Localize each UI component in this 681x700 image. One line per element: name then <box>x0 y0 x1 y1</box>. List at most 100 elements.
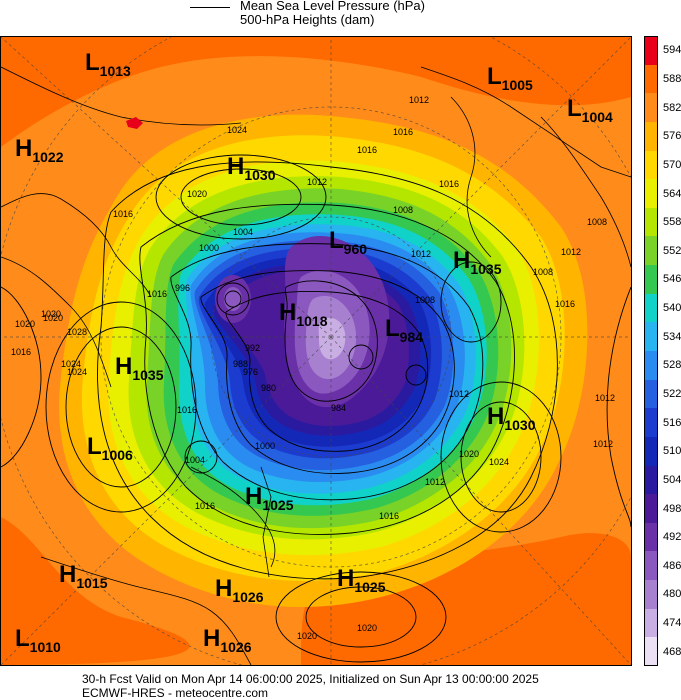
isobar-label: 1012 <box>307 177 328 187</box>
isobar-label: 1012 <box>561 247 582 257</box>
colorbar-swatch <box>644 408 658 437</box>
colorbar-swatch <box>644 494 658 523</box>
colorbar-swatch <box>644 465 658 495</box>
pressure-system: L1004 <box>567 95 613 125</box>
legend-mslp-label: Mean Sea Level Pressure (hPa) <box>240 0 425 13</box>
isobar-label: 1020 <box>41 309 62 319</box>
isobar-label: 1012 <box>409 95 430 105</box>
colorbar-swatch <box>644 236 658 266</box>
isobar-label: 988 <box>233 359 249 369</box>
graticule <box>1 37 631 665</box>
colorbar-label: 570 <box>663 158 681 171</box>
colorbar-swatch <box>644 551 658 581</box>
isobar-label: 1020 <box>187 189 208 199</box>
pressure-system: H1035 <box>115 353 164 383</box>
colorbar-label: 486 <box>663 559 681 572</box>
colorbar-swatch <box>644 265 658 294</box>
colorbar-label: 540 <box>663 302 681 315</box>
colorbar-swatch <box>644 322 658 351</box>
legend-heights-label: 500-hPa Heights (dam) <box>240 12 375 27</box>
colorbar-label: 510 <box>663 445 681 458</box>
isobar-label: 1020 <box>459 449 480 459</box>
isobar-label: 1016 <box>379 511 400 521</box>
colorbar-swatch <box>644 522 658 552</box>
isobar-label: 1008 <box>415 295 436 305</box>
colorbar: 594 588 582 576 570 564 558 552 546 540 534 528 522 5… <box>644 36 681 666</box>
isobar-label: 976 <box>243 367 259 377</box>
isobar-label: 1016 <box>11 347 32 357</box>
isobar-label: 1008 <box>393 205 414 215</box>
pressure-system: H1018 <box>279 299 328 329</box>
pressure-system: H1030 <box>227 153 276 183</box>
colorbar-label: 492 <box>663 531 681 544</box>
weather-map: L1013 L1005 L1004 H1022 H1030 L960 H1035… <box>0 36 632 666</box>
colorbar-label: 594 <box>663 44 681 57</box>
colorbar-label: 516 <box>663 416 681 429</box>
legend: Mean Sea Level Pressure (hPa) 500-hPa He… <box>0 0 681 36</box>
field-588-north <box>1 37 631 147</box>
colorbar-swatch <box>644 121 658 151</box>
model-source-text: ECMWF-HRES - meteocentre.com <box>82 686 269 700</box>
map-canvas <box>1 37 631 665</box>
pressure-system: L960 <box>329 227 368 257</box>
pressure-system: H1025 <box>337 565 386 595</box>
isobar-label: 1016 <box>177 405 198 415</box>
pressure-system: H1035 <box>453 247 502 277</box>
isobar-label: 1008 <box>587 217 608 227</box>
pressure-system: L984 <box>385 315 424 345</box>
isobar-label: 1024 <box>67 367 88 377</box>
isobar-label: 1016 <box>195 501 216 511</box>
pressure-system: H1015 <box>59 561 108 591</box>
colorbar-swatch <box>644 580 658 609</box>
colorbar-swatch <box>644 379 658 409</box>
colorbar-swatch <box>644 637 658 666</box>
colorbar-label: 468 <box>663 645 681 658</box>
isobar-label: 1004 <box>185 455 206 465</box>
colorbar-label: 546 <box>663 273 681 286</box>
isobar-label: 1012 <box>593 439 614 449</box>
colorbar-swatch <box>644 351 658 380</box>
pressure-system: H1026 <box>203 625 252 655</box>
isobar-label: 1024 <box>489 457 510 467</box>
isobar-label: 1012 <box>411 249 432 259</box>
greenland-high-height-spot <box>126 117 143 129</box>
field-588-sw <box>1 517 190 665</box>
isobar-label: 984 <box>331 403 347 413</box>
isobar-legend-line <box>190 7 230 8</box>
isobar-label: 992 <box>245 343 261 353</box>
colorbar-swatch <box>644 293 658 323</box>
isobar-label: 1000 <box>199 243 220 253</box>
isobar-label: 1024 <box>61 359 82 369</box>
colorbar-swatch <box>644 150 658 180</box>
colorbar-label: 576 <box>663 130 681 143</box>
colorbar-swatch <box>644 93 658 122</box>
colorbar-label: 522 <box>663 387 681 400</box>
isobar-label: 1016 <box>393 127 414 137</box>
isobar-label: 1024 <box>227 125 248 135</box>
colorbar-swatch <box>644 207 658 237</box>
isobar-label: 1020 <box>357 623 378 633</box>
isobar-label: 1020 <box>43 313 64 323</box>
colorbar-label: 528 <box>663 359 681 372</box>
colorbar-label: 552 <box>663 244 681 257</box>
colorbar-label: 498 <box>663 502 681 515</box>
forecast-valid-text: 30-h Fcst Valid on Mon Apr 14 06:00:00 2… <box>82 672 539 686</box>
colorbar-label: 588 <box>663 72 681 85</box>
isobar-label: 1008 <box>533 267 554 277</box>
isobar-label: 1016 <box>555 299 576 309</box>
isobar-label: 1016 <box>357 145 378 155</box>
colorbar-swatch <box>644 608 658 638</box>
isobar-label: 1004 <box>233 227 254 237</box>
colorbar-label: 474 <box>663 617 681 630</box>
colorbar-swatch <box>644 36 658 65</box>
pressure-system: L1006 <box>87 433 133 463</box>
pressure-system: L1005 <box>487 63 533 93</box>
isobars <box>1 154 631 663</box>
colorbar-label: 582 <box>663 101 681 114</box>
colorbar-swatch <box>644 64 658 94</box>
isobar-label: 1012 <box>449 389 470 399</box>
isobar-label: 1028 <box>67 327 88 337</box>
isobar-label: 1016 <box>113 209 134 219</box>
isobar-label: 1000 <box>255 441 276 451</box>
colorbar-swatch <box>644 436 658 466</box>
